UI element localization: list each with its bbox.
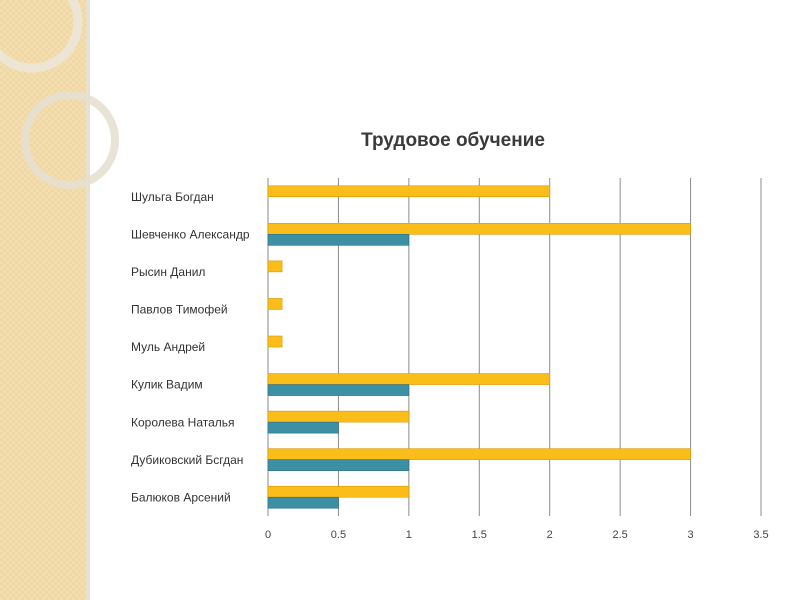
category-label: Павлов Тимофей [131,303,228,317]
x-tick-label: 2 [547,529,553,541]
category-label: Балюков Арсений [131,490,231,504]
bar [267,335,283,348]
x-tick-label: 0 [265,529,271,541]
bar [267,373,551,385]
x-axis-tick-labels: 0 0.5 1 1.5 2 2.5 3 3.5 [265,529,769,541]
bar [267,384,410,396]
bar [267,410,410,423]
category-label: Дубиковский Бсгдан [131,453,243,467]
category-label: Шульга Богдан [131,190,214,204]
bar [267,459,410,471]
category-label: Муль Андрей [131,340,205,354]
bar [267,234,410,246]
bar [267,185,551,198]
x-tick-label: 2.5 [612,529,627,541]
x-tick-label: 3.5 [753,529,768,541]
bar [267,260,283,273]
x-tick-label: 1.5 [472,529,487,541]
bars [267,185,691,509]
category-label: Шевченко Александр [131,228,250,242]
x-tick-label: 1 [406,529,412,541]
chart-title: Трудовое обучение [361,130,545,151]
bar [267,223,691,235]
x-tick-label: 0.5 [331,529,346,541]
bar [267,496,339,509]
bar [267,448,691,460]
category-label: Рысин Данил [131,265,205,279]
decor-ring-middle [21,91,119,189]
category-label: Королева Наталья [131,415,235,429]
decor-ring-top [0,0,83,73]
category-label: Кулик Вадим [131,378,203,392]
category-labels: Шульга Богдан Шевченко Александр Рысин Дан… [131,190,250,504]
bar [267,298,283,310]
side-panel-edge [86,0,90,600]
bar [267,421,339,434]
x-tick-label: 3 [688,529,694,541]
bar [267,485,410,498]
